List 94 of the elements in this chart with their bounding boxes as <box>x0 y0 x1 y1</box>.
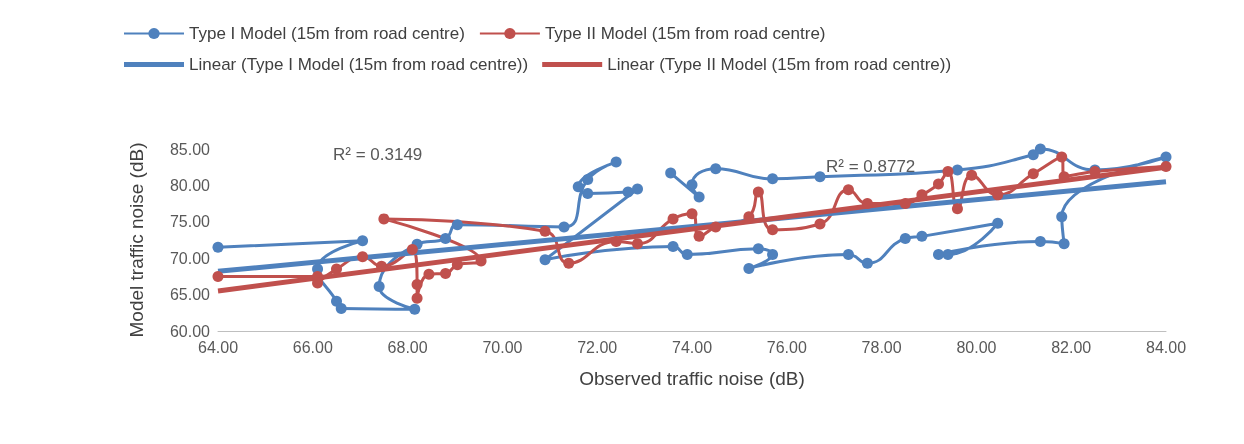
point <box>212 270 224 282</box>
point <box>942 249 954 261</box>
point <box>932 249 944 261</box>
point <box>563 257 575 269</box>
point <box>899 233 911 245</box>
point <box>667 213 679 225</box>
point <box>373 281 385 293</box>
x-tick-label: 72.00 <box>577 338 618 356</box>
x-tick-label: 66.00 <box>292 338 333 356</box>
point <box>632 238 643 250</box>
point <box>378 213 390 225</box>
point <box>767 249 779 261</box>
point <box>932 178 944 190</box>
point <box>681 249 693 261</box>
point <box>582 187 594 199</box>
point <box>1027 149 1039 161</box>
point <box>686 208 698 220</box>
point <box>942 166 954 178</box>
point <box>1160 160 1172 172</box>
y-tick-label: 85.00 <box>169 140 211 158</box>
point <box>966 169 978 181</box>
point <box>861 257 873 269</box>
point <box>951 164 963 176</box>
point <box>1027 168 1039 180</box>
x-tick-label: 74.00 <box>671 338 713 356</box>
y-axis-title: Model traffic noise (dB) <box>126 142 147 338</box>
point <box>331 263 342 275</box>
point <box>572 181 584 193</box>
annotation: R² = 0.3149 <box>333 145 423 164</box>
point <box>1034 235 1046 247</box>
point <box>212 241 224 253</box>
point <box>693 230 705 242</box>
point <box>710 163 722 175</box>
point <box>1056 211 1068 223</box>
annotation: R² = 0.8772 <box>826 157 916 176</box>
point <box>693 191 705 203</box>
y-tick-label: 80.00 <box>169 176 211 194</box>
point <box>357 235 369 247</box>
point <box>610 235 622 247</box>
point <box>539 254 551 266</box>
point <box>335 302 347 314</box>
x-axis-title: Observed traffic noise (dB) <box>579 368 805 389</box>
point <box>411 278 423 290</box>
y-tick-label: 60.00 <box>169 322 211 340</box>
x-tick-label: 70.00 <box>482 338 523 356</box>
y-tick-label: 75.00 <box>169 213 211 231</box>
point <box>423 268 435 280</box>
y-tick-label: 70.00 <box>169 249 211 267</box>
point <box>1058 238 1070 250</box>
point <box>539 225 551 237</box>
point <box>767 173 779 185</box>
x-tick-label: 82.00 <box>1051 338 1092 356</box>
point <box>622 186 634 198</box>
legend-label: Type II Model (15m from road centre) <box>544 24 826 43</box>
point <box>861 198 873 210</box>
point <box>357 251 369 263</box>
point <box>743 262 755 274</box>
y-tick-label: 65.00 <box>169 286 211 304</box>
point <box>842 249 854 261</box>
legend-label: Linear (Type I Model (15m from road centre)) <box>189 55 529 74</box>
point <box>842 184 854 196</box>
x-tick-label: 80.00 <box>956 338 997 356</box>
point <box>376 260 388 272</box>
point <box>916 230 928 242</box>
point <box>951 203 963 215</box>
point <box>406 243 418 255</box>
point <box>451 219 463 231</box>
point <box>752 186 764 198</box>
point <box>686 179 698 191</box>
x-tick-label: 78.00 <box>861 338 902 356</box>
point <box>814 218 826 230</box>
point <box>440 233 452 245</box>
point <box>899 198 911 210</box>
point <box>610 156 622 168</box>
point <box>558 221 570 233</box>
x-tick-label: 68.00 <box>387 338 428 356</box>
point <box>814 171 826 183</box>
point <box>409 303 421 315</box>
point <box>752 243 764 255</box>
point <box>1056 151 1068 163</box>
point <box>710 221 722 233</box>
point <box>992 217 1004 229</box>
x-tick-label: 84.00 <box>1145 338 1187 356</box>
legend-label: Type I Model (15m from road centre) <box>189 24 465 43</box>
point <box>411 292 423 304</box>
point <box>440 267 452 279</box>
point <box>767 224 779 236</box>
x-tick-label: 76.00 <box>766 338 807 356</box>
point <box>632 183 643 195</box>
point <box>665 167 677 179</box>
legend-label: Linear (Type II Model (15m from road centre)) <box>607 55 952 74</box>
x-tick-label: 64.00 <box>197 338 239 356</box>
point <box>582 174 594 186</box>
point <box>667 241 679 253</box>
